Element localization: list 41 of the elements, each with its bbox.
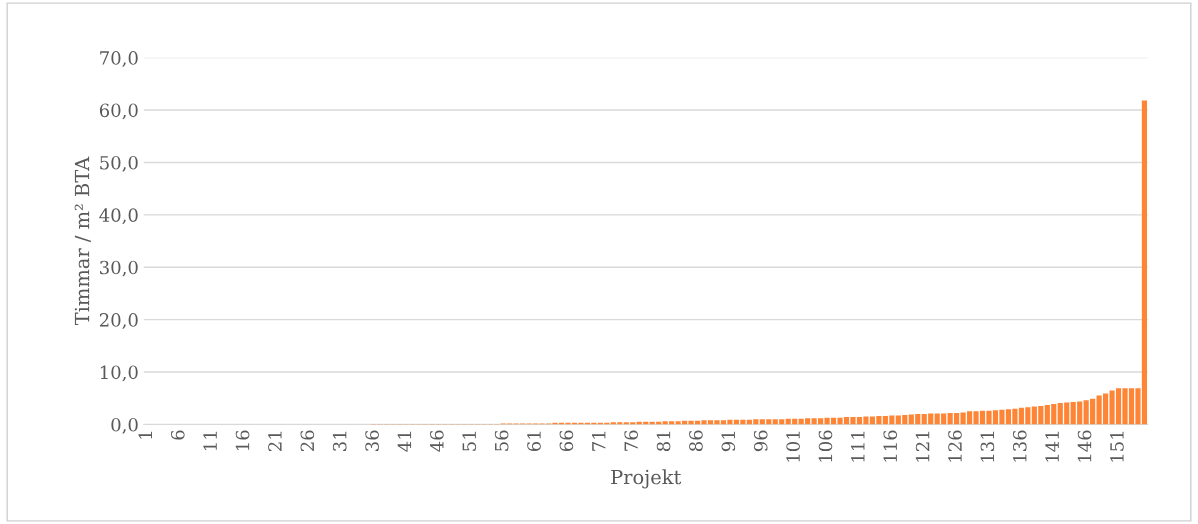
x-tick-label: 51 bbox=[462, 431, 477, 451]
x-tick-label: 106 bbox=[818, 430, 833, 462]
y-tick-label: 40,0 bbox=[99, 208, 138, 225]
y-axis-title: Timmar / m² BTA bbox=[74, 156, 91, 326]
y-tick-label: 50,0 bbox=[100, 155, 138, 172]
x-tick-label: 81 bbox=[656, 431, 671, 452]
x-tick-label: 56 bbox=[494, 430, 509, 451]
x-tick-label: 101 bbox=[786, 431, 800, 462]
x-tick-label: 46 bbox=[430, 430, 444, 452]
x-tick-label: 61 bbox=[527, 431, 541, 452]
x-tick-label: 76 bbox=[624, 430, 639, 451]
x-tick-label: 131 bbox=[980, 431, 995, 462]
x-tick-label: 41 bbox=[397, 431, 412, 452]
x-tick-label: 66 bbox=[559, 430, 574, 452]
y-tick-label: 20,0 bbox=[99, 313, 138, 329]
x-tick-label: 6 bbox=[170, 430, 185, 440]
x-tick-label: 26 bbox=[300, 430, 315, 452]
x-tick-label: 1 bbox=[138, 431, 152, 439]
x-tick-label: 71 bbox=[591, 431, 606, 451]
x-tick-label: 151 bbox=[1110, 431, 1124, 462]
x-tick-label: 36 bbox=[365, 430, 379, 451]
x-tick-label: 86 bbox=[689, 430, 703, 452]
x-tick-label: 96 bbox=[753, 430, 768, 452]
x-tick-label: 121 bbox=[915, 431, 930, 462]
x-tick-label: 91 bbox=[721, 431, 736, 452]
x-tick-label: 11 bbox=[203, 431, 217, 451]
x-tick-label: 141 bbox=[1045, 431, 1059, 462]
y-tick-label: 30,0 bbox=[100, 260, 138, 277]
x-tick-label: 111 bbox=[851, 431, 865, 462]
y-tick-label: 0,0 bbox=[111, 417, 138, 434]
x-tick-label: 146 bbox=[1077, 430, 1092, 462]
x-tick-label: 126 bbox=[948, 430, 962, 462]
x-tick-label: 116 bbox=[883, 430, 898, 462]
x-axis-title: Projekt bbox=[611, 469, 682, 489]
y-tick-label: 60,0 bbox=[99, 103, 138, 120]
y-tick-label: 70,0 bbox=[100, 51, 138, 67]
y-tick-label: 10,0 bbox=[100, 365, 138, 382]
x-tick-label: 21 bbox=[268, 431, 282, 452]
x-tick-label: 31 bbox=[332, 431, 347, 451]
x-tick-label: 136 bbox=[1012, 430, 1027, 462]
x-tick-label: 16 bbox=[235, 430, 250, 451]
